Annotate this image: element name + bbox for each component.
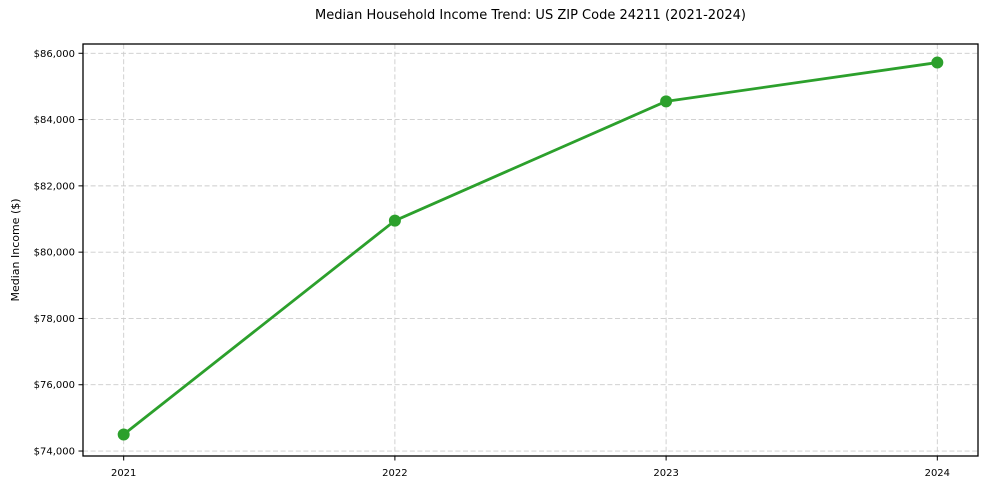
data-point-marker xyxy=(388,214,401,227)
data-line xyxy=(122,61,939,436)
data-point-marker xyxy=(117,428,130,441)
x-tick-label: 2022 xyxy=(382,468,407,479)
x-tick-label: 2024 xyxy=(925,468,950,479)
x-tick-label: 2023 xyxy=(653,468,678,479)
y-tick-label: $78,000 xyxy=(34,314,75,325)
x-tick-label: 2021 xyxy=(111,468,136,479)
y-tick-label: $86,000 xyxy=(34,49,75,60)
plot-border xyxy=(82,43,979,457)
y-tick-label: $82,000 xyxy=(34,181,75,192)
data-point-marker xyxy=(660,95,673,108)
y-tick-label: $76,000 xyxy=(34,380,75,391)
y-tick-label: $74,000 xyxy=(34,447,75,458)
y-tick-label: $80,000 xyxy=(34,248,75,259)
data-point-marker xyxy=(931,56,944,69)
chart-title: Median Household Income Trend: US ZIP Co… xyxy=(315,8,746,23)
y-tick-label: $84,000 xyxy=(34,115,75,126)
